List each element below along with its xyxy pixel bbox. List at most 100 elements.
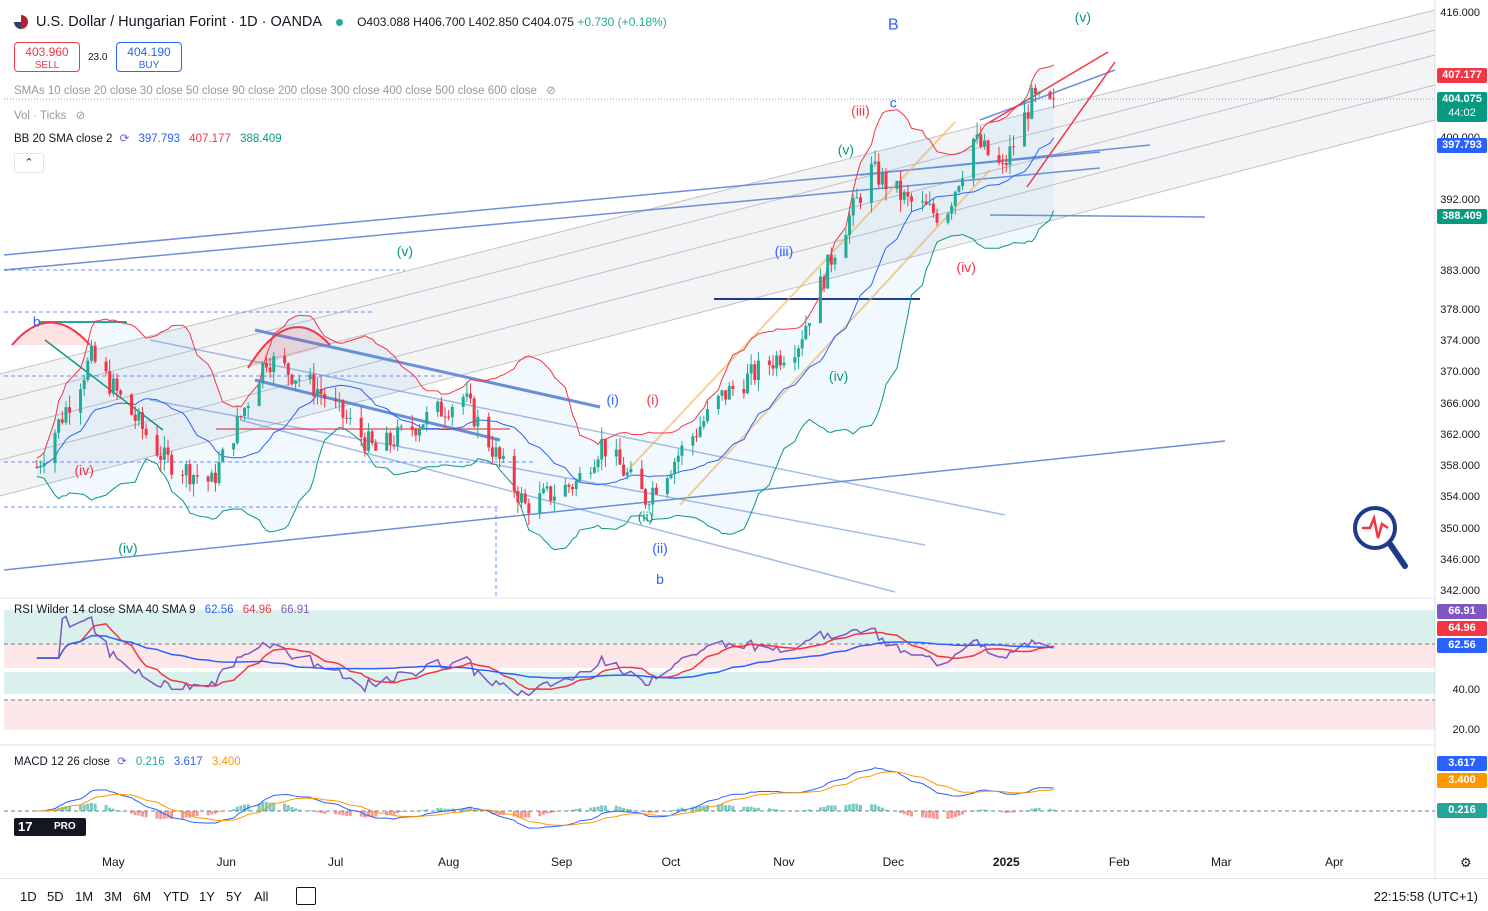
macd-histogram-bar bbox=[753, 807, 757, 811]
time-axis-label: Feb bbox=[1108, 855, 1130, 869]
macd-legend[interactable]: MACD 12 26 close ⟳ 0.216 3.617 3.400 bbox=[14, 754, 241, 768]
candle-body bbox=[804, 325, 808, 340]
dashed-levels bbox=[4, 269, 535, 598]
price-axis-label: 366.000 bbox=[1440, 397, 1480, 410]
macd-histogram-bar bbox=[651, 811, 655, 813]
bb-legend[interactable]: BB 20 SMA close 2 ⟳ 397.793 407.177 388.… bbox=[14, 131, 282, 145]
candle-body bbox=[833, 257, 837, 265]
macd-histogram-bar bbox=[782, 810, 786, 812]
candle-body bbox=[235, 416, 239, 444]
buy-button[interactable]: 404.190 BUY bbox=[116, 42, 182, 72]
sell-button[interactable]: 403.960 SELL bbox=[14, 42, 80, 72]
range-button-1d[interactable]: 1D bbox=[20, 889, 37, 904]
price-axis-label: 362.000 bbox=[1440, 428, 1480, 441]
volume-legend[interactable]: Vol · Ticks ⊘ bbox=[14, 108, 85, 122]
candle-body bbox=[217, 461, 221, 483]
macd-histogram-bar bbox=[775, 809, 779, 811]
range-button-ytd[interactable]: YTD bbox=[163, 889, 189, 904]
macd-histogram-bar bbox=[727, 805, 731, 811]
candle-body bbox=[589, 472, 593, 474]
macd-histogram-bar bbox=[264, 801, 268, 811]
macd-histogram-bar bbox=[571, 809, 575, 811]
candle-body bbox=[614, 449, 618, 457]
date-range-calendar-icon[interactable] bbox=[296, 887, 316, 905]
tradingview-logo[interactable]: 17 PRO bbox=[14, 818, 86, 836]
symbol-title[interactable]: U.S. Dollar / Hungarian Forint · 1D · OA… bbox=[36, 14, 323, 30]
candle-body bbox=[366, 431, 370, 451]
wave-label: (iv) bbox=[74, 462, 93, 478]
macd-histogram-bar bbox=[436, 808, 440, 811]
clock[interactable]: 22:15:58 (UTC+1) bbox=[1373, 889, 1478, 904]
settings-gear-icon[interactable]: ⚙ bbox=[1460, 855, 1472, 870]
candle-body bbox=[447, 416, 451, 418]
macd-histogram-bar bbox=[804, 809, 808, 811]
candle-body bbox=[997, 155, 1001, 163]
macd-histogram-bar bbox=[654, 811, 658, 813]
time-axis-label: Dec bbox=[882, 855, 904, 869]
refresh-icon[interactable]: ⟳ bbox=[117, 756, 127, 768]
macd-histogram-bar bbox=[396, 811, 400, 814]
macd-histogram-bar bbox=[243, 804, 247, 811]
hidden-eye-icon[interactable]: ⊘ bbox=[75, 110, 86, 122]
candle-body bbox=[162, 447, 166, 460]
candle-body bbox=[38, 466, 42, 468]
candle-body bbox=[436, 401, 440, 412]
macd-histogram-bar bbox=[541, 811, 545, 815]
macd-histogram-bar bbox=[523, 811, 527, 818]
macd-histogram-bar bbox=[589, 807, 593, 811]
candle-body bbox=[971, 138, 975, 179]
refresh-icon[interactable]: ⟳ bbox=[119, 133, 130, 145]
range-button-5y[interactable]: 5Y bbox=[226, 889, 242, 904]
price-axis-label: 378.000 bbox=[1440, 303, 1480, 316]
candle-body bbox=[665, 478, 669, 495]
candle-body bbox=[268, 367, 272, 373]
candle-body bbox=[571, 486, 575, 490]
macd-histogram-bar bbox=[159, 811, 163, 820]
macd-histogram-bar bbox=[694, 806, 698, 811]
collapse-legend-button[interactable]: ⌃ bbox=[14, 153, 44, 173]
candle-body bbox=[603, 439, 607, 457]
candle-body bbox=[286, 363, 290, 375]
candle-body bbox=[742, 388, 746, 394]
range-button-3m[interactable]: 3M bbox=[104, 889, 123, 904]
candle-body bbox=[961, 178, 965, 187]
candle-body bbox=[829, 254, 833, 265]
candle-body bbox=[421, 424, 425, 429]
bollinger-bands bbox=[36, 64, 1055, 551]
macd-histogram-bar bbox=[86, 803, 90, 811]
candle-body bbox=[89, 345, 93, 361]
hidden-eye-icon[interactable]: ⊘ bbox=[546, 85, 556, 97]
range-button-all[interactable]: All bbox=[254, 889, 269, 904]
candle-body bbox=[640, 468, 644, 490]
tv-logo-icon: 17 bbox=[18, 819, 33, 834]
macd-histogram-bar bbox=[822, 806, 826, 811]
rsi-zone bbox=[4, 644, 1435, 668]
range-button-5d[interactable]: 5D bbox=[47, 889, 64, 904]
macd-histogram-bar bbox=[600, 805, 604, 811]
macd-histogram-bar bbox=[592, 807, 596, 811]
rsi-legend[interactable]: RSI Wilder 14 close SMA 40 SMA 9 62.56 6… bbox=[14, 604, 309, 616]
macd-histogram-bar bbox=[767, 808, 771, 811]
macd-histogram-bar bbox=[622, 808, 626, 811]
range-button-6m[interactable]: 6M bbox=[133, 889, 152, 904]
macd-value: 3.617 bbox=[173, 756, 203, 768]
price-axis-label: 383.000 bbox=[1440, 264, 1480, 277]
candle-body bbox=[523, 493, 527, 504]
signal-magnifier-icon[interactable] bbox=[1353, 506, 1408, 569]
macd-histogram-bar bbox=[312, 811, 316, 812]
range-button-1m[interactable]: 1M bbox=[75, 889, 94, 904]
ohlc-values: O403.088 H406.700 L402.850 C404.075 +0.7… bbox=[357, 15, 667, 29]
rsi-value: 62.56 bbox=[204, 604, 234, 616]
candle-body bbox=[694, 436, 698, 438]
macd-histogram-bar bbox=[89, 802, 93, 811]
macd-histogram-bar bbox=[928, 811, 932, 819]
bb-fill bbox=[36, 65, 1054, 550]
macd-histogram-bar bbox=[997, 811, 1001, 812]
wave-label: (i) bbox=[606, 392, 618, 408]
time-axis-label: Sep bbox=[550, 855, 573, 869]
candle-body bbox=[771, 365, 775, 369]
range-button-1y[interactable]: 1Y bbox=[199, 889, 215, 904]
macd-histogram-bar bbox=[64, 806, 68, 811]
sma-legend[interactable]: SMAs 10 close 20 close 30 close 50 close… bbox=[14, 83, 556, 97]
